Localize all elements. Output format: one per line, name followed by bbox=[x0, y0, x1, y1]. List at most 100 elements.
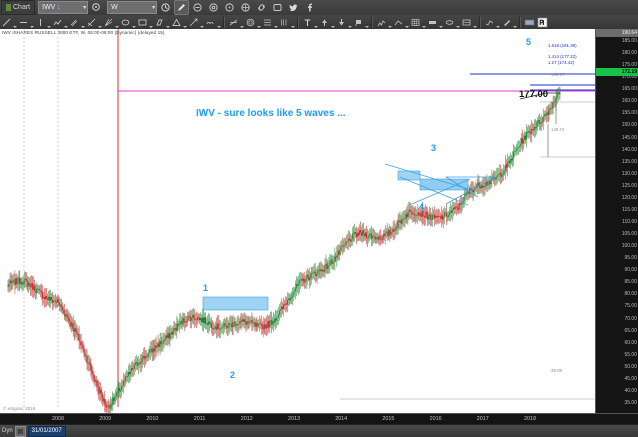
wave-dropdown-caret-icon[interactable] bbox=[64, 16, 68, 29]
triangle-dropdown-caret-icon[interactable] bbox=[183, 16, 187, 29]
trendline-icon[interactable] bbox=[0, 16, 13, 28]
crosshair-icon[interactable] bbox=[238, 0, 253, 15]
up-arrow-icon[interactable] bbox=[318, 16, 331, 28]
timeframe-input[interactable]: W ▾ bbox=[107, 1, 158, 14]
gann-fan-dropdown-caret-icon[interactable] bbox=[115, 16, 119, 29]
price-chart-canvas[interactable]: IWV ISHARES RUSSELL 3000 ETF, W, 06:00-0… bbox=[0, 29, 595, 413]
xabcd-dropdown-caret-icon[interactable] bbox=[473, 16, 477, 29]
symbol-input[interactable]: IWV 1 ▾ bbox=[38, 1, 89, 14]
elliott-impulse-icon[interactable] bbox=[392, 16, 405, 28]
grid-dropdown-caret-icon[interactable] bbox=[422, 16, 426, 29]
text-icon[interactable] bbox=[301, 16, 314, 28]
timeframe-dropdown-chevron-icon[interactable]: ▾ bbox=[152, 5, 156, 11]
up-arrow-dropdown-caret-icon[interactable] bbox=[331, 16, 335, 29]
measure-dropdown-caret-icon[interactable] bbox=[456, 16, 460, 29]
price-axis-tick: 45.00 bbox=[624, 375, 637, 382]
arrow-dropdown-caret-icon[interactable] bbox=[200, 16, 204, 29]
channel-icon[interactable] bbox=[68, 16, 81, 28]
rectangle-icon[interactable] bbox=[136, 16, 149, 28]
cycle-icon[interactable] bbox=[204, 16, 217, 28]
zigzag-icon[interactable] bbox=[483, 16, 496, 28]
triangle-icon[interactable] bbox=[170, 16, 183, 28]
wave-label-2: 2 bbox=[230, 370, 236, 380]
elliott-wave-icon[interactable] bbox=[375, 16, 388, 28]
cycle-dropdown-caret-icon[interactable] bbox=[217, 16, 221, 29]
interval-clock-icon[interactable] bbox=[158, 0, 173, 15]
elliott-impulse-dropdown-caret-icon[interactable] bbox=[405, 16, 409, 29]
fib-timezone-dropdown-caret-icon[interactable] bbox=[291, 16, 295, 29]
price-axis-tick: 120.00 bbox=[621, 194, 637, 201]
horizontal-line-dropdown-caret-icon[interactable] bbox=[30, 16, 34, 29]
fib-extension-icon[interactable] bbox=[261, 16, 274, 28]
chart-watermark: © eSignal, 2018 bbox=[3, 406, 36, 411]
bars-pattern-dropdown-caret-icon[interactable] bbox=[439, 16, 443, 29]
twitter-icon[interactable] bbox=[286, 0, 301, 15]
text-dropdown-caret-icon[interactable] bbox=[314, 16, 318, 29]
chart-tab[interactable]: Chart bbox=[1, 0, 36, 15]
price-axis[interactable]: 190.64 185.00 180.00 175.00 170.00 165.00 160… bbox=[595, 29, 638, 413]
drawing-pencil-icon[interactable] bbox=[174, 0, 190, 15]
wave-icon[interactable] bbox=[51, 16, 64, 28]
vertical-line-icon[interactable] bbox=[34, 16, 47, 28]
pitchfork-icon[interactable] bbox=[85, 16, 98, 28]
undo-icon[interactable] bbox=[190, 0, 205, 15]
down-arrow-dropdown-caret-icon[interactable] bbox=[348, 16, 352, 29]
fib-timezone-icon[interactable] bbox=[278, 16, 291, 28]
measure-icon[interactable] bbox=[443, 16, 456, 28]
grid-icon[interactable] bbox=[409, 16, 422, 28]
price-axis-tick: 115.00 bbox=[622, 206, 637, 213]
toolbar-divider-4 bbox=[479, 16, 481, 28]
date-axis[interactable]: 2008 2009 2010 2011 2012 2013 2014 2015 2016 2017… bbox=[0, 413, 638, 425]
redo-icon[interactable] bbox=[206, 0, 221, 15]
facebook-icon[interactable] bbox=[302, 0, 317, 15]
wave-label-1: 1 bbox=[203, 283, 209, 293]
gann-fan-icon[interactable] bbox=[102, 16, 115, 28]
fib-circle-dropdown-caret-icon[interactable] bbox=[257, 16, 261, 29]
parallelogram-dropdown-caret-icon[interactable] bbox=[166, 16, 170, 29]
main-toolbar: Chart IWV 1 ▾ W ▾ bbox=[0, 0, 638, 16]
toolbar-divider-2 bbox=[297, 16, 299, 28]
dyn-checkbox[interactable]: ▤ bbox=[14, 425, 26, 437]
ellipse-icon[interactable] bbox=[119, 16, 132, 28]
arrow-icon[interactable] bbox=[187, 16, 200, 28]
link-icon[interactable] bbox=[254, 0, 269, 15]
start-date-field[interactable]: 31/01/2007 bbox=[27, 425, 66, 437]
flag-dropdown-caret-icon[interactable] bbox=[365, 16, 369, 29]
bars-pattern-icon[interactable] bbox=[426, 16, 439, 28]
date-axis-tick: 2016 bbox=[429, 416, 442, 422]
horizontal-line-icon[interactable] bbox=[17, 16, 30, 28]
vertical-line-dropdown-caret-icon[interactable] bbox=[47, 16, 51, 29]
fib-extension-dropdown-caret-icon[interactable] bbox=[274, 16, 278, 29]
symbol-dropdown-chevron-icon[interactable]: ▾ bbox=[83, 5, 87, 11]
fib-circle-icon[interactable] bbox=[244, 16, 257, 28]
eraser-dropdown-caret-icon[interactable] bbox=[513, 16, 517, 29]
rectangle-dropdown-caret-icon[interactable] bbox=[149, 16, 153, 29]
flag-icon[interactable] bbox=[352, 16, 365, 28]
xabcd-icon[interactable] bbox=[460, 16, 473, 28]
level-label-14972: 149.72 bbox=[551, 127, 565, 132]
fib-retracement-dropdown-caret-icon[interactable] bbox=[240, 16, 244, 29]
pitchfork-dropdown-caret-icon[interactable] bbox=[98, 16, 102, 29]
price-axis-tick: 155.00 bbox=[621, 110, 637, 117]
date-axis-tick: 2014 bbox=[335, 416, 348, 422]
note-icon[interactable] bbox=[270, 0, 285, 15]
ellipse-dropdown-caret-icon[interactable] bbox=[132, 16, 136, 29]
zigzag-dropdown-caret-icon[interactable] bbox=[496, 16, 500, 29]
magnet-lock-icon[interactable] bbox=[536, 16, 549, 28]
parallelogram-icon[interactable] bbox=[153, 16, 166, 28]
eraser-icon[interactable] bbox=[500, 16, 513, 28]
fib-retracement-icon[interactable] bbox=[227, 16, 240, 28]
price-axis-tick: 185.00 bbox=[621, 38, 637, 44]
level-label-16917: 169.17 bbox=[551, 72, 565, 77]
down-arrow-icon[interactable] bbox=[335, 16, 348, 28]
date-axis-tick: 2009 bbox=[99, 416, 112, 422]
target-icon[interactable] bbox=[222, 0, 237, 15]
color-picker-icon[interactable] bbox=[523, 16, 536, 28]
elliott-wave-dropdown-caret-icon[interactable] bbox=[388, 16, 392, 29]
date-axis-tick: 2017 bbox=[476, 416, 489, 422]
symbol-search-icon[interactable] bbox=[89, 0, 104, 15]
channel-dropdown-caret-icon[interactable] bbox=[81, 16, 85, 29]
price-axis-tick: 65.00 bbox=[624, 327, 637, 334]
wave-label-3: 3 bbox=[431, 143, 437, 153]
trendline-dropdown-caret-icon[interactable] bbox=[13, 16, 17, 29]
